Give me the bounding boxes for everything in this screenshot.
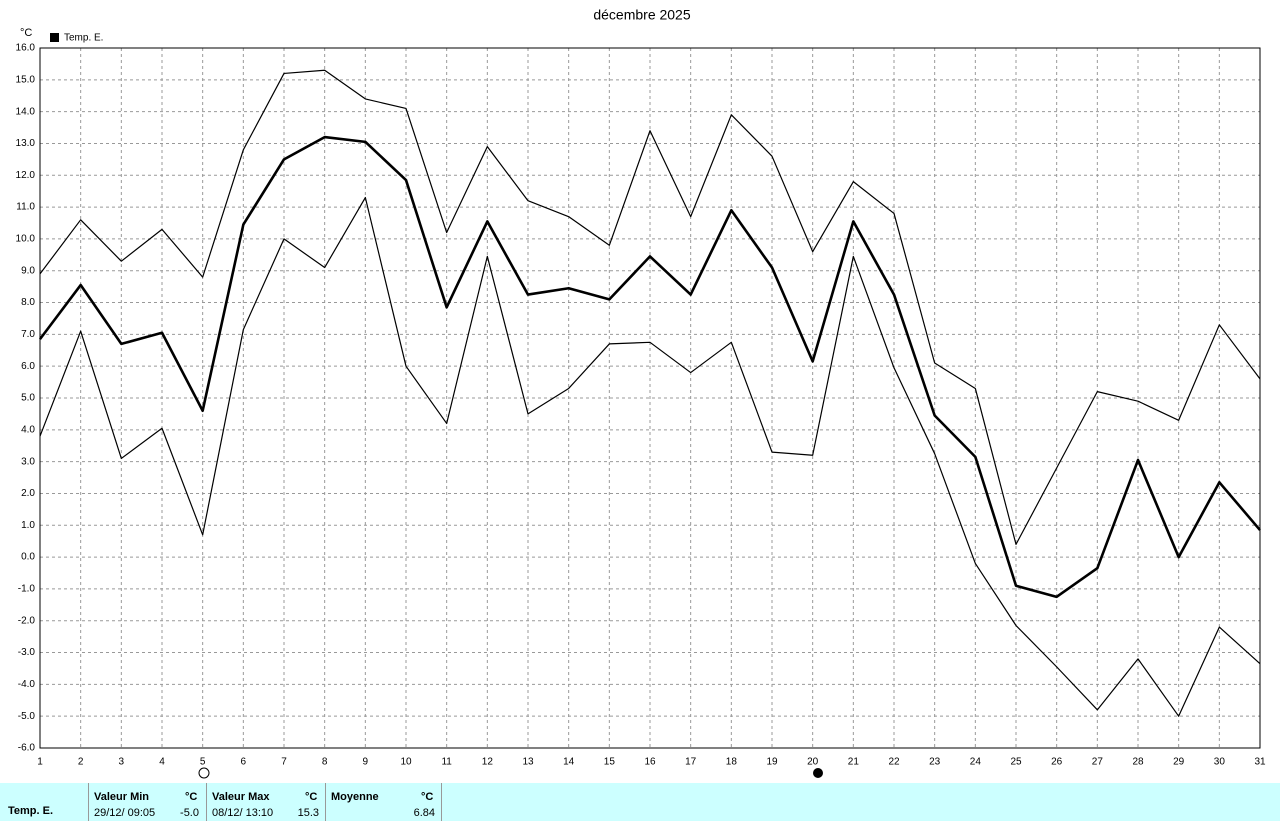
series-line bbox=[38, 135, 1261, 599]
x-tick-label: 1 bbox=[37, 757, 43, 768]
x-tick-label: 4 bbox=[159, 757, 165, 768]
legend-label: Temp. E. bbox=[64, 33, 103, 44]
series-line bbox=[39, 196, 1261, 717]
x-tick-label: 14 bbox=[563, 757, 575, 768]
y-tick-label: -5.0 bbox=[18, 711, 36, 722]
y-tick-label: -6.0 bbox=[18, 743, 36, 754]
x-tick-label: 16 bbox=[644, 757, 656, 768]
y-tick-label: 1.0 bbox=[21, 520, 35, 531]
y-tick-label: -3.0 bbox=[18, 647, 36, 658]
y-tick-label: 15.0 bbox=[16, 74, 36, 85]
y-tick-label: 11.0 bbox=[16, 202, 35, 213]
x-tick-label: 19 bbox=[766, 757, 778, 768]
stats-table: Temp. E. Valeur Min °C 29/12/ 09:05 -5.0 Val… bbox=[0, 783, 1280, 821]
grid bbox=[39, 47, 1261, 749]
x-tick-label: 11 bbox=[441, 757, 452, 768]
x-tick-label: 21 bbox=[848, 757, 860, 768]
y-tick-label: -2.0 bbox=[18, 615, 36, 626]
column-header: Valeur Min bbox=[94, 791, 150, 803]
column-header: Moyenne bbox=[331, 791, 379, 803]
x-tick-label: 22 bbox=[888, 757, 900, 768]
y-tick-label: 6.0 bbox=[21, 361, 35, 372]
x-tick-label: 3 bbox=[119, 757, 125, 768]
y-tick-label: 4.0 bbox=[21, 424, 35, 435]
separator bbox=[88, 783, 89, 821]
row-label: Temp. E. bbox=[8, 805, 54, 817]
series-line bbox=[39, 69, 1261, 545]
y-unit: °C bbox=[20, 27, 32, 39]
y-tick-label: 9.0 bbox=[21, 265, 35, 276]
x-tick-label: 25 bbox=[1010, 757, 1022, 768]
x-tick-label: 31 bbox=[1254, 757, 1266, 768]
x-tick-label: 27 bbox=[1092, 757, 1104, 768]
chart: décembre 2025 °C Temp. E. 16.015.014.013… bbox=[16, 7, 1266, 779]
x-tick-label: 7 bbox=[281, 757, 287, 768]
x-tick-label: 17 bbox=[685, 757, 697, 768]
x-tick-label: 5 bbox=[200, 757, 206, 768]
chart-title: décembre 2025 bbox=[593, 7, 691, 23]
plot-frame bbox=[39, 47, 1261, 749]
column-value: 15.3 bbox=[297, 807, 319, 819]
legend-swatch bbox=[50, 33, 59, 42]
x-tick-label: 15 bbox=[604, 757, 616, 768]
y-tick-label: 5.0 bbox=[21, 393, 35, 404]
marker-open bbox=[198, 767, 210, 779]
y-tick-label: 12.0 bbox=[16, 170, 36, 181]
x-tick-label: 8 bbox=[322, 757, 328, 768]
y-tick-label: 2.0 bbox=[21, 488, 35, 499]
x-tick-label: 26 bbox=[1051, 757, 1063, 768]
column-unit: °C bbox=[421, 791, 434, 803]
separator bbox=[325, 783, 326, 821]
x-tick-label: 20 bbox=[807, 757, 819, 768]
x-tick-label: 23 bbox=[929, 757, 941, 768]
x-tick-label: 24 bbox=[970, 757, 982, 768]
column-value: 6.84 bbox=[413, 807, 435, 819]
x-tick-label: 13 bbox=[522, 757, 534, 768]
x-tick-label: 9 bbox=[363, 757, 369, 768]
y-tick-label: 10.0 bbox=[16, 234, 36, 245]
column-unit: °C bbox=[305, 791, 318, 803]
y-tick-label: 14.0 bbox=[16, 106, 36, 117]
x-tick-label: 6 bbox=[241, 757, 247, 768]
y-tick-label: 13.0 bbox=[16, 138, 36, 149]
column-time: 08/12/ 13:10 bbox=[212, 807, 274, 819]
y-tick-label: 8.0 bbox=[21, 297, 35, 308]
x-tick-label: 30 bbox=[1214, 757, 1226, 768]
y-tick-label: 7.0 bbox=[21, 329, 35, 340]
x-tick-label: 2 bbox=[78, 757, 84, 768]
y-tick-label: -4.0 bbox=[18, 679, 36, 690]
x-tick-label: 29 bbox=[1173, 757, 1185, 768]
y-tick-label: 16.0 bbox=[16, 43, 36, 54]
marker-filled bbox=[813, 768, 823, 778]
x-tick-label: 28 bbox=[1132, 757, 1144, 768]
y-tick-label: -1.0 bbox=[18, 584, 36, 595]
x-tick-label: 18 bbox=[726, 757, 738, 768]
x-tick-label: 12 bbox=[482, 757, 494, 768]
separator bbox=[206, 783, 207, 821]
column-header: Valeur Max bbox=[212, 791, 270, 803]
column-time: 29/12/ 09:05 bbox=[94, 807, 156, 819]
separator bbox=[441, 783, 442, 821]
y-tick-label: 3.0 bbox=[21, 456, 35, 467]
y-tick-label: 0.0 bbox=[21, 552, 35, 563]
x-tick-label: 10 bbox=[400, 757, 412, 768]
column-unit: °C bbox=[185, 791, 198, 803]
column-value: -5.0 bbox=[180, 807, 199, 819]
